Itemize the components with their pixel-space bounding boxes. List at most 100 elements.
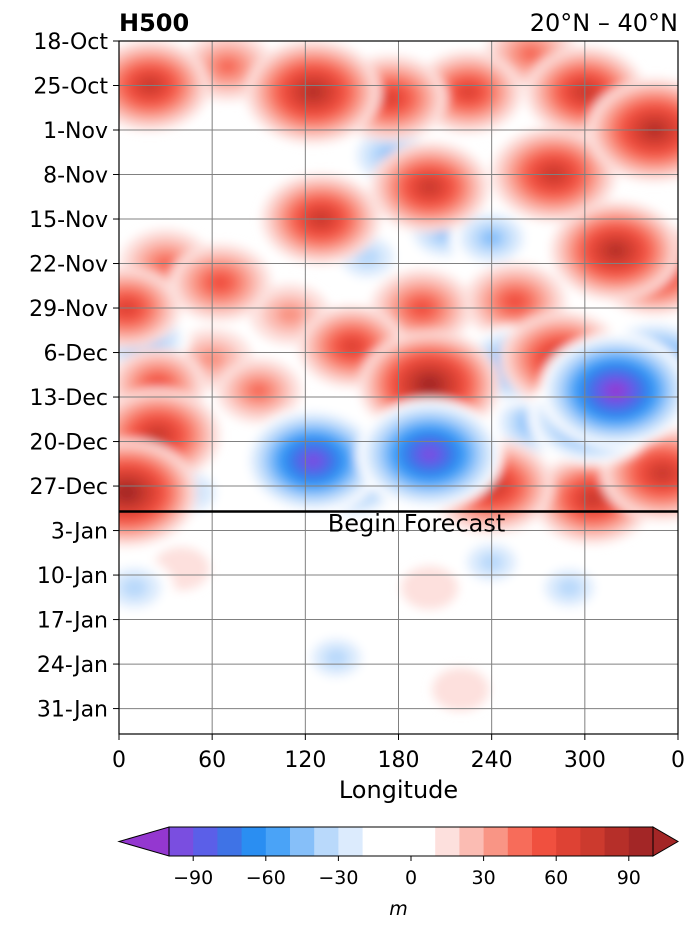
anomaly-contour [432,667,490,712]
anomaly-contour [557,578,582,598]
colorbar-segment [169,827,194,856]
colorbar-segment [628,827,654,856]
y-tick-label: 18-Oct [33,30,108,55]
anomaly-contour [421,448,438,461]
colorbar-segment [459,827,485,856]
y-tick-label: 31-Jan [37,698,108,723]
anomaly-contour [421,180,439,194]
anomaly-contour [148,428,167,442]
anomaly-contour [209,274,231,291]
colorbar-segment [290,827,315,856]
colorbar-tick-label: −90 [173,867,213,889]
colorbar-segment [507,827,533,856]
x-tick-label: 240 [471,748,513,773]
y-tick-label: 8-Nov [43,164,108,189]
anomaly-contour [459,85,478,99]
colorbar-tick-label: 60 [544,867,568,889]
x-tick-label: 300 [564,748,606,773]
x-axis: 0 60 120 180 240 300 0 [112,734,685,773]
y-tick-label: 27-Dec [29,475,108,500]
anomaly-contour [519,45,542,63]
anomaly-center [539,332,678,449]
y-tick-label: 17-Jan [37,609,108,634]
anomaly-center [299,629,374,686]
colorbar-tick-label: 90 [617,867,641,889]
y-tick-label: 10-Jan [37,564,108,589]
anomaly-contour [305,454,321,467]
anomaly-center [169,243,271,322]
y-tick-label: 22-Nov [29,253,108,278]
anomaly-contour [324,648,349,668]
anomaly-contour [216,57,239,76]
anomaly-center [370,142,489,233]
y-tick-label: 13-Dec [29,386,108,411]
anomaly-contour [342,339,361,353]
plot-area [119,41,678,734]
anomaly-center [550,201,678,301]
y-tick-label: 1-Nov [43,119,108,144]
y-tick-label: 25-Oct [33,75,108,100]
colorbar-segment [338,827,364,856]
colorbar-extend-low [117,826,170,857]
anomaly-contour [504,293,526,310]
anomaly-contour [304,85,322,99]
anomaly-contour [381,91,401,106]
x-tick-label: 0 [112,748,126,773]
anomaly-contour [276,304,304,325]
anomaly-center [216,358,302,423]
x-tick-label: 60 [198,748,226,773]
colorbar-tick-label: −60 [246,867,286,889]
anomaly-center [119,557,175,618]
anomaly-contour [248,382,270,399]
x-axis-label: Longitude [339,776,458,804]
begin-forecast-annotation: Begin Forecast [328,509,506,537]
colorbar-label: m [389,898,408,920]
anomaly-contour [607,244,624,258]
colorbar-segment [193,827,218,856]
colorbar-segment [217,827,243,856]
y-tick-label: 29-Nov [29,297,108,322]
anomaly-contour [148,377,168,392]
y-axis: 18-Oct 25-Oct 1-Nov 8-Nov 15-Nov 22-Nov 29-Nov… [29,30,119,723]
anomaly-center [245,41,381,144]
x-tick-label: 180 [378,748,420,773]
colorbar-segment [265,827,291,856]
colorbar-segment [435,827,460,856]
y-tick-label: 24-Jan [37,653,108,678]
chart-region-label: 20°N – 40°N [530,9,678,37]
anomaly-contour [421,378,438,391]
colorbar-segment [362,827,388,856]
y-tick-label: 6-Dec [43,342,108,367]
colorbar-extend-high [652,826,679,857]
anomaly-center [401,566,458,610]
anomaly-center [356,398,503,511]
colorbar-tick-label: −30 [318,867,358,889]
anomaly-contour [608,384,624,397]
colorbar-tick-label: 30 [472,867,496,889]
anomaly-contour [584,492,602,506]
anomaly-center [242,406,384,515]
anomaly-contour [401,566,458,610]
colorbar-segment [556,827,581,856]
colorbar-segment [314,827,339,856]
grid-lines [119,41,678,734]
colorbar-segment [483,827,509,856]
y-tick-label: 15-Nov [29,208,108,233]
anomaly-contour [119,486,135,499]
x-tick-label: 0 [671,748,685,773]
colorbar-segment [241,827,267,856]
y-tick-label: 3-Jan [51,520,108,545]
anomaly-center [532,559,607,616]
anomaly-contour [121,577,148,598]
colorbar-segment [580,827,606,856]
x-tick-label: 120 [284,748,326,773]
anomaly-center [119,438,198,547]
anomaly-contour [653,466,672,481]
anomaly-center [432,667,490,712]
colorbar-segment [532,827,557,856]
y-tick-label: 20-Dec [29,431,108,456]
colorbar: −90 −60 −30 0 30 60 90 [117,826,679,889]
colorbar-tick-label: 0 [405,867,417,889]
colorbar-segment [386,827,436,856]
